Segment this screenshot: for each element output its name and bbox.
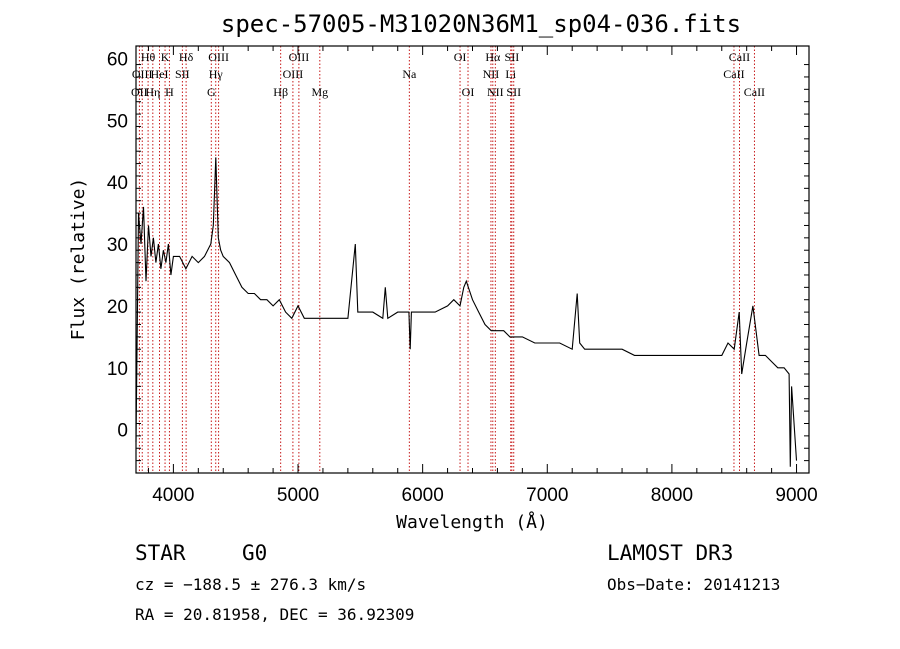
line-marker-label: Hη xyxy=(145,85,160,99)
line-marker-label: H xyxy=(165,85,174,99)
flux-series-line xyxy=(135,157,798,467)
line-marker-label: HeI xyxy=(151,67,169,81)
emission-line-labels: OIIOIIIHθHηHeIKHSIIHδGHγOIIIHβOIIIOIIIMg… xyxy=(131,50,765,99)
y-tick-label: 40 xyxy=(107,173,128,194)
chart-title: spec-57005-M31020N36M1_sp04-036.fits xyxy=(221,10,741,38)
survey-name: LAMOST DR3 xyxy=(607,541,733,565)
line-marker-label: SII xyxy=(506,85,521,99)
y-tick-label: 0 xyxy=(117,421,128,442)
y-tick-label: 20 xyxy=(107,297,128,318)
line-marker-label: NII xyxy=(483,67,500,81)
emission-line-markers xyxy=(138,46,755,473)
line-marker-label: CaII xyxy=(729,50,750,64)
y-tick-label: 30 xyxy=(107,235,128,256)
line-marker-label: Hθ xyxy=(141,50,156,64)
object-class: STAR xyxy=(135,541,186,565)
redshift-velocity: cz = −188.5 ± 276.3 km/s xyxy=(135,575,366,594)
x-tick-label: 8000 xyxy=(651,485,693,506)
x-tick-label: 4000 xyxy=(152,485,194,506)
line-marker-label: OIII xyxy=(208,50,229,64)
object-subclass: G0 xyxy=(242,541,267,565)
x-tick-label: 6000 xyxy=(402,485,444,506)
x-tick-label: 7000 xyxy=(526,485,568,506)
line-marker-label: Hα xyxy=(485,50,501,64)
x-axis-ticks: 4000 5000 6000 7000 8000 9000 xyxy=(147,46,818,506)
line-marker-label: CaII xyxy=(723,67,744,81)
x-tick-label: 5000 xyxy=(277,485,319,506)
coordinates: RA = 20.81958, DEC = 36.92309 xyxy=(135,605,414,624)
line-marker-label: CaII xyxy=(744,85,765,99)
x-tick-label: 9000 xyxy=(775,485,817,506)
line-marker-label: OI xyxy=(454,50,467,64)
y-axis-label: Flux (relative) xyxy=(68,178,89,341)
line-marker-label: Hβ xyxy=(273,85,288,99)
line-marker-label: OII xyxy=(131,85,148,99)
line-marker-label: Li xyxy=(505,67,516,81)
line-marker-label: G xyxy=(207,85,216,99)
y-tick-label: 50 xyxy=(107,111,128,132)
y-axis-ticks: 0 10 20 30 40 50 60 xyxy=(107,49,809,462)
line-marker-label: Na xyxy=(402,67,417,81)
line-marker-label: OIII xyxy=(283,67,304,81)
line-marker-label: Mg xyxy=(311,85,328,99)
line-marker-label: Hγ xyxy=(209,67,224,81)
y-tick-label: 60 xyxy=(107,49,128,70)
x-axis-label: Wavelength (Å) xyxy=(396,511,548,533)
line-marker-label: NII xyxy=(487,85,504,99)
plot-frame xyxy=(135,45,810,474)
line-marker-label: OI xyxy=(462,85,475,99)
line-marker-label: SII xyxy=(505,50,520,64)
observation-date: Obs−Date: 20141213 xyxy=(607,575,780,594)
y-tick-label: 10 xyxy=(107,359,128,380)
line-marker-label: Hδ xyxy=(179,50,194,64)
line-marker-label: K xyxy=(161,50,170,64)
line-marker-label: OIII xyxy=(132,67,153,81)
line-marker-label: SII xyxy=(175,67,190,81)
line-marker-label: OIII xyxy=(289,50,310,64)
